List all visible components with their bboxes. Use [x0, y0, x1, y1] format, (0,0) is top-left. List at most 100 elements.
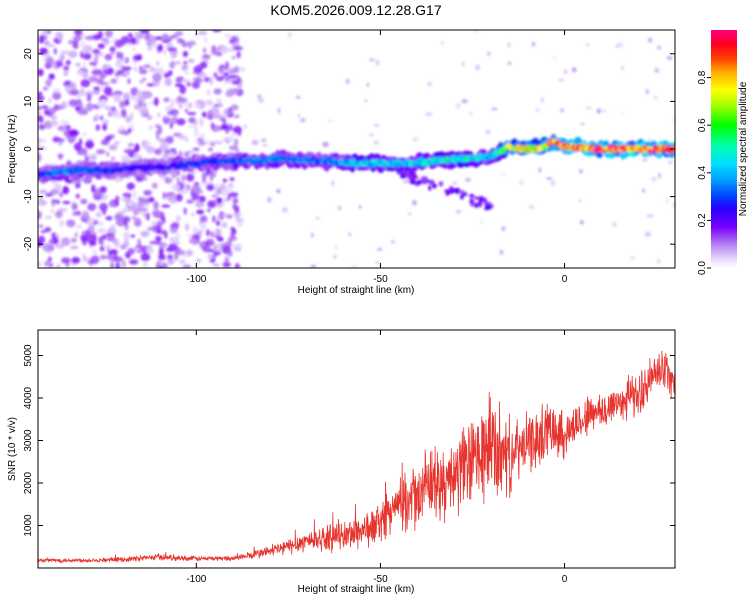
heatmap-cell: [187, 234, 193, 238]
snr-x-axis-title: Height of straight line (km): [298, 584, 415, 595]
heatmap-cell: [184, 67, 189, 76]
heatmap-cell: [85, 103, 91, 109]
heatmap-cell: [196, 209, 205, 215]
heatmap-cell: [99, 186, 107, 194]
heatmap-cell: [122, 92, 131, 101]
heatmap-cell: [56, 31, 64, 41]
heatmap-cell: [93, 114, 100, 122]
heatmap-cell: [139, 30, 150, 34]
heatmap-cell: [100, 240, 104, 246]
heatmap-cell: [234, 65, 240, 74]
heatmap-cell: [225, 61, 229, 71]
heatmap-cell: [80, 50, 84, 59]
heatmap-cell: [400, 175, 406, 179]
heatmap-cell: [195, 99, 205, 104]
heatmap-cell: [213, 72, 218, 78]
heatmap-cell: [170, 34, 178, 39]
heatmap-cell: [158, 265, 164, 268]
heatmap-cell: [373, 123, 380, 128]
heatmap-cell: [186, 173, 195, 182]
colorbar-label: Normalized spectral amplitude: [738, 81, 749, 216]
heatmap-cell: [216, 203, 223, 208]
heatmap-cell: [202, 111, 207, 118]
heatmap-cell: [183, 61, 188, 65]
heatmap-cell: [70, 245, 79, 250]
heatmap-cell: [90, 255, 100, 265]
heatmap-cell: [213, 103, 223, 107]
heatmap-cell: [183, 207, 187, 215]
heatmap-cell: [55, 263, 61, 268]
heatmap-cell: [88, 76, 99, 83]
heatmap-cell: [114, 39, 124, 48]
heatmap-cell: [72, 201, 76, 209]
heatmap-cell: [101, 234, 107, 241]
heatmap-cell: [228, 107, 232, 113]
heatmap-cell: [132, 189, 138, 199]
heatmap-cell: [161, 40, 171, 43]
heatmap-cell: [206, 89, 211, 96]
heatmap-cell: [185, 223, 189, 231]
heatmap-cell: [197, 229, 203, 236]
colorbar-tick-label: 0.0: [697, 261, 708, 275]
heatmap-cell: [143, 176, 148, 181]
heatmap-cell: [243, 124, 247, 129]
snr-y-ticks: 1000 2000 3000 4000 5000: [23, 344, 675, 537]
heatmap-cell: [151, 220, 158, 227]
heatmap-cell: [644, 231, 651, 237]
heatmap-cell: [359, 205, 362, 209]
heatmap-cell: [456, 210, 461, 213]
heatmap-cell: [67, 50, 78, 58]
heatmap-cell: [441, 41, 444, 45]
heatmap-cell: [38, 189, 48, 194]
heatmap-cell: [133, 152, 140, 161]
heatmap-cell: [233, 46, 243, 51]
heatmap-cell: [52, 236, 59, 245]
heatmap-cell: [465, 177, 471, 182]
heatmap-cell: [366, 83, 369, 87]
heatmap-cell: [138, 68, 148, 75]
heatmap-cell: [199, 61, 208, 69]
heatmap-cell: [114, 213, 123, 221]
heatmap-cell: [71, 237, 77, 243]
heatmap-cell: [68, 39, 73, 45]
heatmap-cell: [80, 198, 88, 205]
heatmap-cell: [202, 47, 207, 54]
y-tick-label: -20: [23, 237, 34, 252]
heatmap-cell: [560, 108, 564, 113]
heatmap-cell: [85, 140, 94, 149]
heatmap-cell: [165, 114, 170, 119]
heatmap-cell: [469, 199, 475, 205]
heatmap-cell: [130, 87, 139, 96]
heatmap-cell: [121, 155, 130, 163]
heatmap-cell: [579, 219, 584, 225]
heatmap-cell: [146, 83, 155, 87]
heatmap-cell: [145, 145, 155, 154]
heatmap-cell: [228, 67, 236, 76]
heatmap-cell: [332, 254, 338, 259]
heatmap-cell: [613, 221, 616, 227]
heatmap-cell: [215, 228, 221, 236]
heatmap-cell: [658, 172, 661, 179]
heatmap-cell: [153, 201, 159, 210]
heatmap-cell: [400, 170, 407, 175]
heatmap-cell: [202, 246, 207, 251]
heatmap-cell: [103, 86, 113, 95]
heatmap-cell: [532, 41, 535, 47]
heatmap-cell: [221, 123, 229, 130]
heatmap-cell: [65, 84, 70, 93]
heatmap-cell: [657, 148, 663, 154]
heatmap-cell: [207, 254, 214, 260]
heatmap-cell: [449, 185, 453, 191]
heatmap-cell: [179, 97, 188, 103]
heatmap-cell: [230, 104, 239, 111]
heatmap-cell: [49, 189, 60, 195]
heatmap-cell: [153, 97, 159, 107]
heatmap-cell: [178, 150, 183, 158]
heatmap-cell: [184, 103, 193, 108]
heatmap-cell: [137, 196, 144, 202]
heatmap-cell: [76, 98, 82, 107]
heatmap-cell: [546, 177, 553, 180]
heatmap-cell: [262, 144, 268, 147]
heatmap-cell: [620, 112, 623, 116]
heatmap-cell: [473, 196, 480, 200]
